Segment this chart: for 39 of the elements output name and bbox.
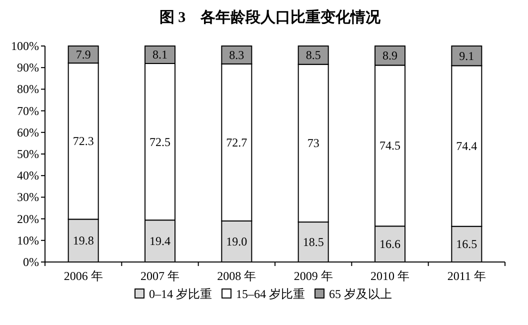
y-tick-label: 50%	[17, 147, 39, 161]
x-tick-label: 2010 年	[370, 269, 410, 283]
legend-label: 0–14 岁比重	[149, 287, 212, 301]
y-tick-label: 40%	[17, 168, 39, 183]
data-label: 72.5	[150, 134, 170, 149]
y-tick-label: 90%	[17, 60, 39, 75]
data-label: 16.5	[456, 237, 478, 252]
legend-label: 15–64 岁比重	[236, 287, 305, 301]
y-tick-label: 30%	[17, 190, 39, 204]
data-label: 73	[307, 136, 320, 150]
y-tick-label: 70%	[17, 104, 39, 118]
data-label: 18.5	[302, 235, 324, 250]
data-label: 8.3	[229, 48, 244, 62]
data-label: 8.9	[382, 48, 398, 63]
data-label: 19.4	[150, 234, 170, 248]
data-label: 74.5	[380, 138, 400, 153]
legend-label: 65 岁及以上	[329, 287, 392, 301]
data-label: 72.3	[72, 134, 94, 148]
y-tick-label: 20%	[17, 212, 39, 226]
x-tick-label: 2006 年	[64, 269, 103, 283]
y-tick-label: 60%	[17, 125, 39, 140]
data-label: 7.9	[76, 48, 91, 62]
y-tick-label: 10%	[17, 233, 39, 248]
y-tick-label: 80%	[17, 82, 39, 96]
data-label: 8.1	[152, 48, 168, 62]
data-label: 19.0	[226, 234, 248, 248]
data-label: 72.7	[226, 135, 248, 150]
data-label: 74.4	[456, 139, 478, 154]
x-tick-label: 2007 年	[140, 269, 180, 283]
x-tick-label: 2008 年	[217, 269, 256, 283]
data-label: 9.1	[459, 48, 474, 63]
chart-title: 图 3 各年龄段人口比重变化情况	[159, 8, 382, 26]
data-label: 16.6	[380, 237, 400, 252]
data-label: 8.5	[306, 48, 321, 62]
data-label: 19.8	[72, 234, 94, 248]
y-tick-label: 100%	[11, 39, 39, 53]
y-tick-label: 0%	[23, 255, 39, 269]
x-tick-label: 2009 年	[294, 269, 333, 283]
x-tick-label: 2011 年	[447, 269, 486, 283]
